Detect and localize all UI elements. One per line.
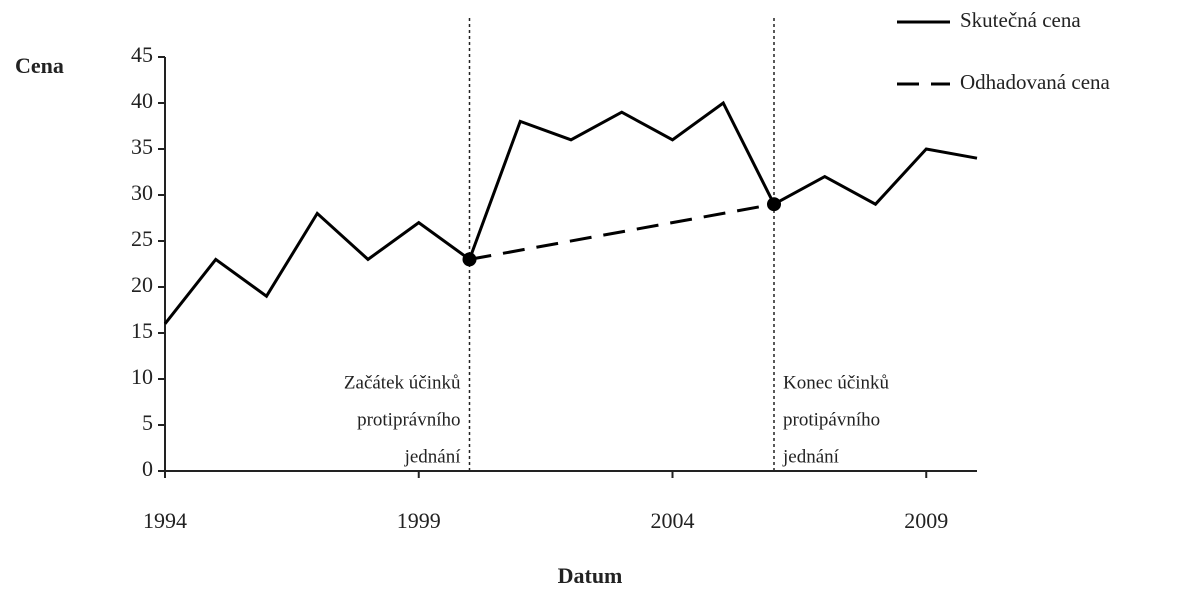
y-tick-label: 0	[142, 456, 153, 481]
y-tick-label: 20	[131, 272, 153, 297]
annotation: jednání	[782, 446, 840, 467]
x-tick-label: 1994	[143, 508, 187, 533]
y-tick-label: 45	[131, 42, 153, 67]
y-tick-label: 30	[131, 180, 153, 205]
y-tick-label: 15	[131, 318, 153, 343]
annotation: jednání	[404, 446, 462, 467]
series-line	[163, 100, 978, 325]
y-tick-label: 5	[142, 410, 153, 435]
annotation: protipávního	[783, 409, 880, 430]
y-tick-label: 35	[131, 134, 153, 159]
x-tick-label: 2009	[904, 508, 948, 533]
x-tick-label: 1999	[397, 508, 441, 533]
annotation: protiprávního	[357, 409, 460, 430]
point	[462, 252, 477, 267]
legend-label: Odhadovaná cena	[960, 70, 1111, 94]
legend-label: Skutečná cena	[960, 8, 1081, 32]
x-axis-label: Datum	[558, 563, 623, 588]
x-tick-label: 2004	[651, 508, 695, 533]
series-line	[469, 202, 775, 261]
annotation: Konec účinků	[783, 372, 890, 393]
y-axis-label: Cena	[15, 53, 64, 78]
annotation: Začátek účinků	[344, 372, 461, 393]
y-tick-label: 40	[131, 88, 153, 113]
y-tick-label: 25	[131, 226, 153, 251]
point	[767, 197, 781, 212]
y-tick-label: 10	[131, 364, 153, 389]
